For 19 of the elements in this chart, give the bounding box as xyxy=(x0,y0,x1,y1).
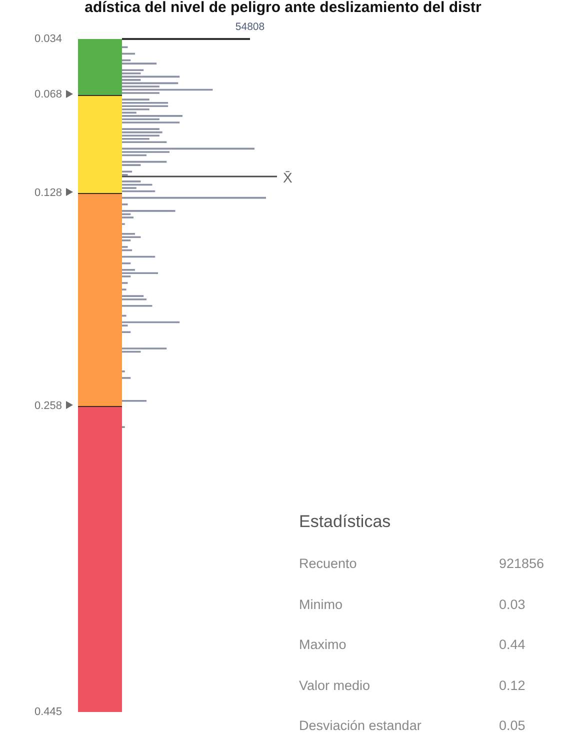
text: Minimo xyxy=(299,596,343,614)
text: Desviación estandar xyxy=(299,717,422,735)
text: 0.44 xyxy=(499,636,526,654)
chart-title: adística del nivel de peligro ante deslizamiento del distr xyxy=(84,0,482,16)
text: 921856 xyxy=(499,555,544,573)
text: 0.03 xyxy=(499,596,526,614)
text: Estadísticas xyxy=(299,511,392,533)
text: Valor medio xyxy=(299,676,370,694)
text: 54808 xyxy=(235,21,265,33)
ref-line-label: X̄ xyxy=(283,169,293,186)
text: Maximo xyxy=(299,636,346,654)
y-tick-label: 0.068 xyxy=(34,88,62,101)
text: Recuento xyxy=(299,555,357,573)
y-tick-label: 0.128 xyxy=(34,186,62,199)
y-tick-label: 0.258 xyxy=(34,400,62,412)
text: 0.12 xyxy=(499,676,526,694)
text: 0.05 xyxy=(499,717,526,735)
y-tick-label: 0.034 xyxy=(34,33,62,46)
y-tick-label: 0.445 xyxy=(34,706,62,718)
